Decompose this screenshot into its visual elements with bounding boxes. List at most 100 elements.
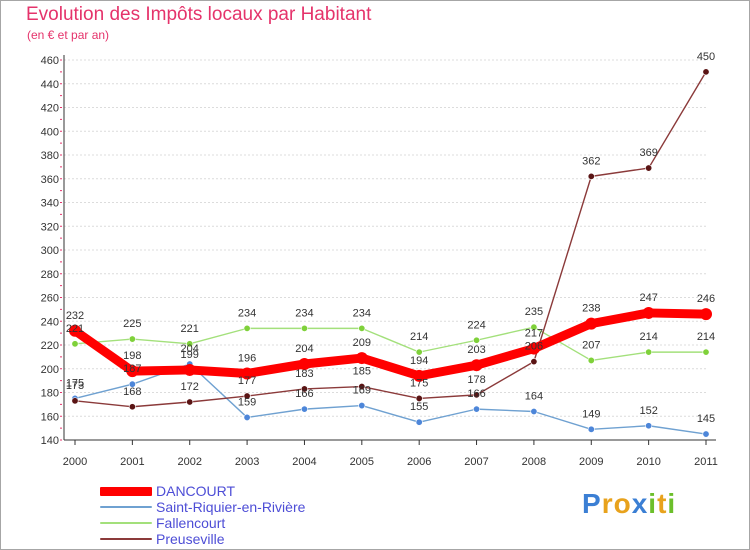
- data-label: 196: [238, 353, 256, 365]
- data-point: [243, 392, 251, 400]
- data-point: [473, 336, 481, 344]
- data-label: 207: [582, 339, 600, 351]
- y-tick-label: 160: [41, 411, 59, 423]
- x-tick-label: 2004: [292, 456, 316, 468]
- data-label: 204: [295, 343, 313, 355]
- data-label: 155: [410, 401, 428, 413]
- logo-letter: r: [601, 488, 614, 519]
- data-point: [473, 405, 481, 413]
- data-label: 166: [295, 388, 313, 400]
- data-label: 214: [410, 331, 428, 343]
- chart-subtitle: (en € et par an): [27, 28, 110, 42]
- data-point: [300, 405, 308, 413]
- y-tick-label: 460: [41, 55, 59, 67]
- data-label: 238: [582, 303, 600, 315]
- logo-letter: o: [613, 488, 632, 519]
- x-tick-label: 2011: [694, 456, 718, 468]
- data-label: 199: [181, 349, 199, 361]
- data-label: 234: [353, 307, 371, 319]
- y-tick-label: 200: [41, 364, 59, 376]
- data-point: [702, 68, 710, 76]
- data-label: 185: [353, 366, 371, 378]
- data-label: 183: [295, 368, 313, 380]
- data-point: [587, 425, 595, 433]
- data-point: [69, 324, 81, 337]
- data-label: 225: [123, 318, 141, 330]
- data-point: [415, 394, 423, 402]
- data-label: 221: [181, 323, 199, 335]
- data-label: 234: [295, 307, 313, 319]
- data-point: [243, 324, 251, 332]
- data-label: 234: [238, 307, 256, 319]
- data-label: 198: [123, 350, 141, 362]
- data-point: [186, 398, 194, 406]
- logo-letter: i: [648, 488, 658, 519]
- data-label: 172: [181, 381, 199, 393]
- data-point: [300, 385, 308, 393]
- legend-label: Saint-Riquier-en-Rivière: [156, 499, 306, 515]
- x-tick-label: 2002: [177, 456, 201, 468]
- data-point: [298, 358, 311, 370]
- data-label: 178: [467, 374, 485, 386]
- data-point: [702, 430, 710, 438]
- data-label: 194: [410, 355, 428, 367]
- logo-letter: t: [657, 488, 668, 519]
- y-tick-label: 220: [41, 340, 59, 352]
- data-point: [473, 391, 481, 399]
- data-point: [587, 172, 595, 180]
- data-point: [126, 365, 139, 378]
- data-label: 177: [238, 375, 256, 387]
- data-label: 164: [525, 391, 543, 403]
- y-tick-label: 420: [41, 103, 59, 115]
- series-line-dancourt: [70, 308, 711, 381]
- y-tick-label: 140: [41, 435, 59, 447]
- y-tick-label: 320: [41, 221, 59, 233]
- data-label: 175: [410, 377, 428, 389]
- x-tick-label: 2007: [464, 456, 488, 468]
- data-point: [71, 397, 79, 405]
- data-point: [183, 363, 196, 376]
- x-tick-label: 2003: [235, 456, 259, 468]
- x-tick-label: 2008: [522, 456, 546, 468]
- data-point: [645, 422, 653, 430]
- data-point: [358, 383, 366, 391]
- legend-swatch: [100, 538, 152, 540]
- x-tick-label: 2010: [636, 456, 660, 468]
- data-label: 214: [639, 331, 657, 343]
- data-label: 369: [639, 147, 657, 159]
- legend-swatch: [100, 522, 152, 524]
- data-label: 217: [525, 328, 543, 340]
- x-tick-label: 2001: [120, 456, 144, 468]
- data-point: [355, 352, 368, 365]
- series-line-fallencourt: [74, 326, 707, 362]
- data-label: 159: [238, 396, 256, 408]
- data-label: 235: [525, 306, 543, 318]
- proxiti-logo: Proxiti: [582, 488, 676, 520]
- data-point: [415, 348, 423, 356]
- logo-letter: x: [631, 488, 649, 519]
- data-point: [413, 369, 426, 382]
- data-label: 206: [525, 341, 543, 353]
- data-point: [358, 324, 366, 332]
- data-point: [358, 402, 366, 410]
- data-label: 224: [467, 319, 485, 331]
- data-point: [470, 359, 483, 372]
- data-label: 232: [66, 310, 84, 322]
- data-point: [128, 380, 136, 388]
- data-point: [530, 358, 538, 366]
- data-label: 246: [697, 293, 715, 305]
- data-point: [587, 356, 595, 364]
- x-tick-label: 2000: [63, 456, 87, 468]
- data-label: 187: [123, 363, 141, 375]
- data-point: [128, 403, 136, 411]
- data-point: [530, 407, 538, 415]
- y-tick-label: 180: [41, 388, 59, 400]
- legend-label: Fallencourt: [156, 515, 226, 531]
- data-label: 221: [66, 323, 84, 335]
- data-label: 214: [697, 331, 715, 343]
- x-tick-label: 2006: [407, 456, 431, 468]
- data-label: 169: [353, 385, 371, 397]
- data-point: [527, 342, 540, 355]
- data-point: [128, 335, 136, 343]
